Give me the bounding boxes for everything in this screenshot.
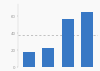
Bar [62, 19, 74, 67]
Bar [23, 52, 35, 67]
Bar [81, 12, 93, 67]
Bar [42, 48, 54, 67]
